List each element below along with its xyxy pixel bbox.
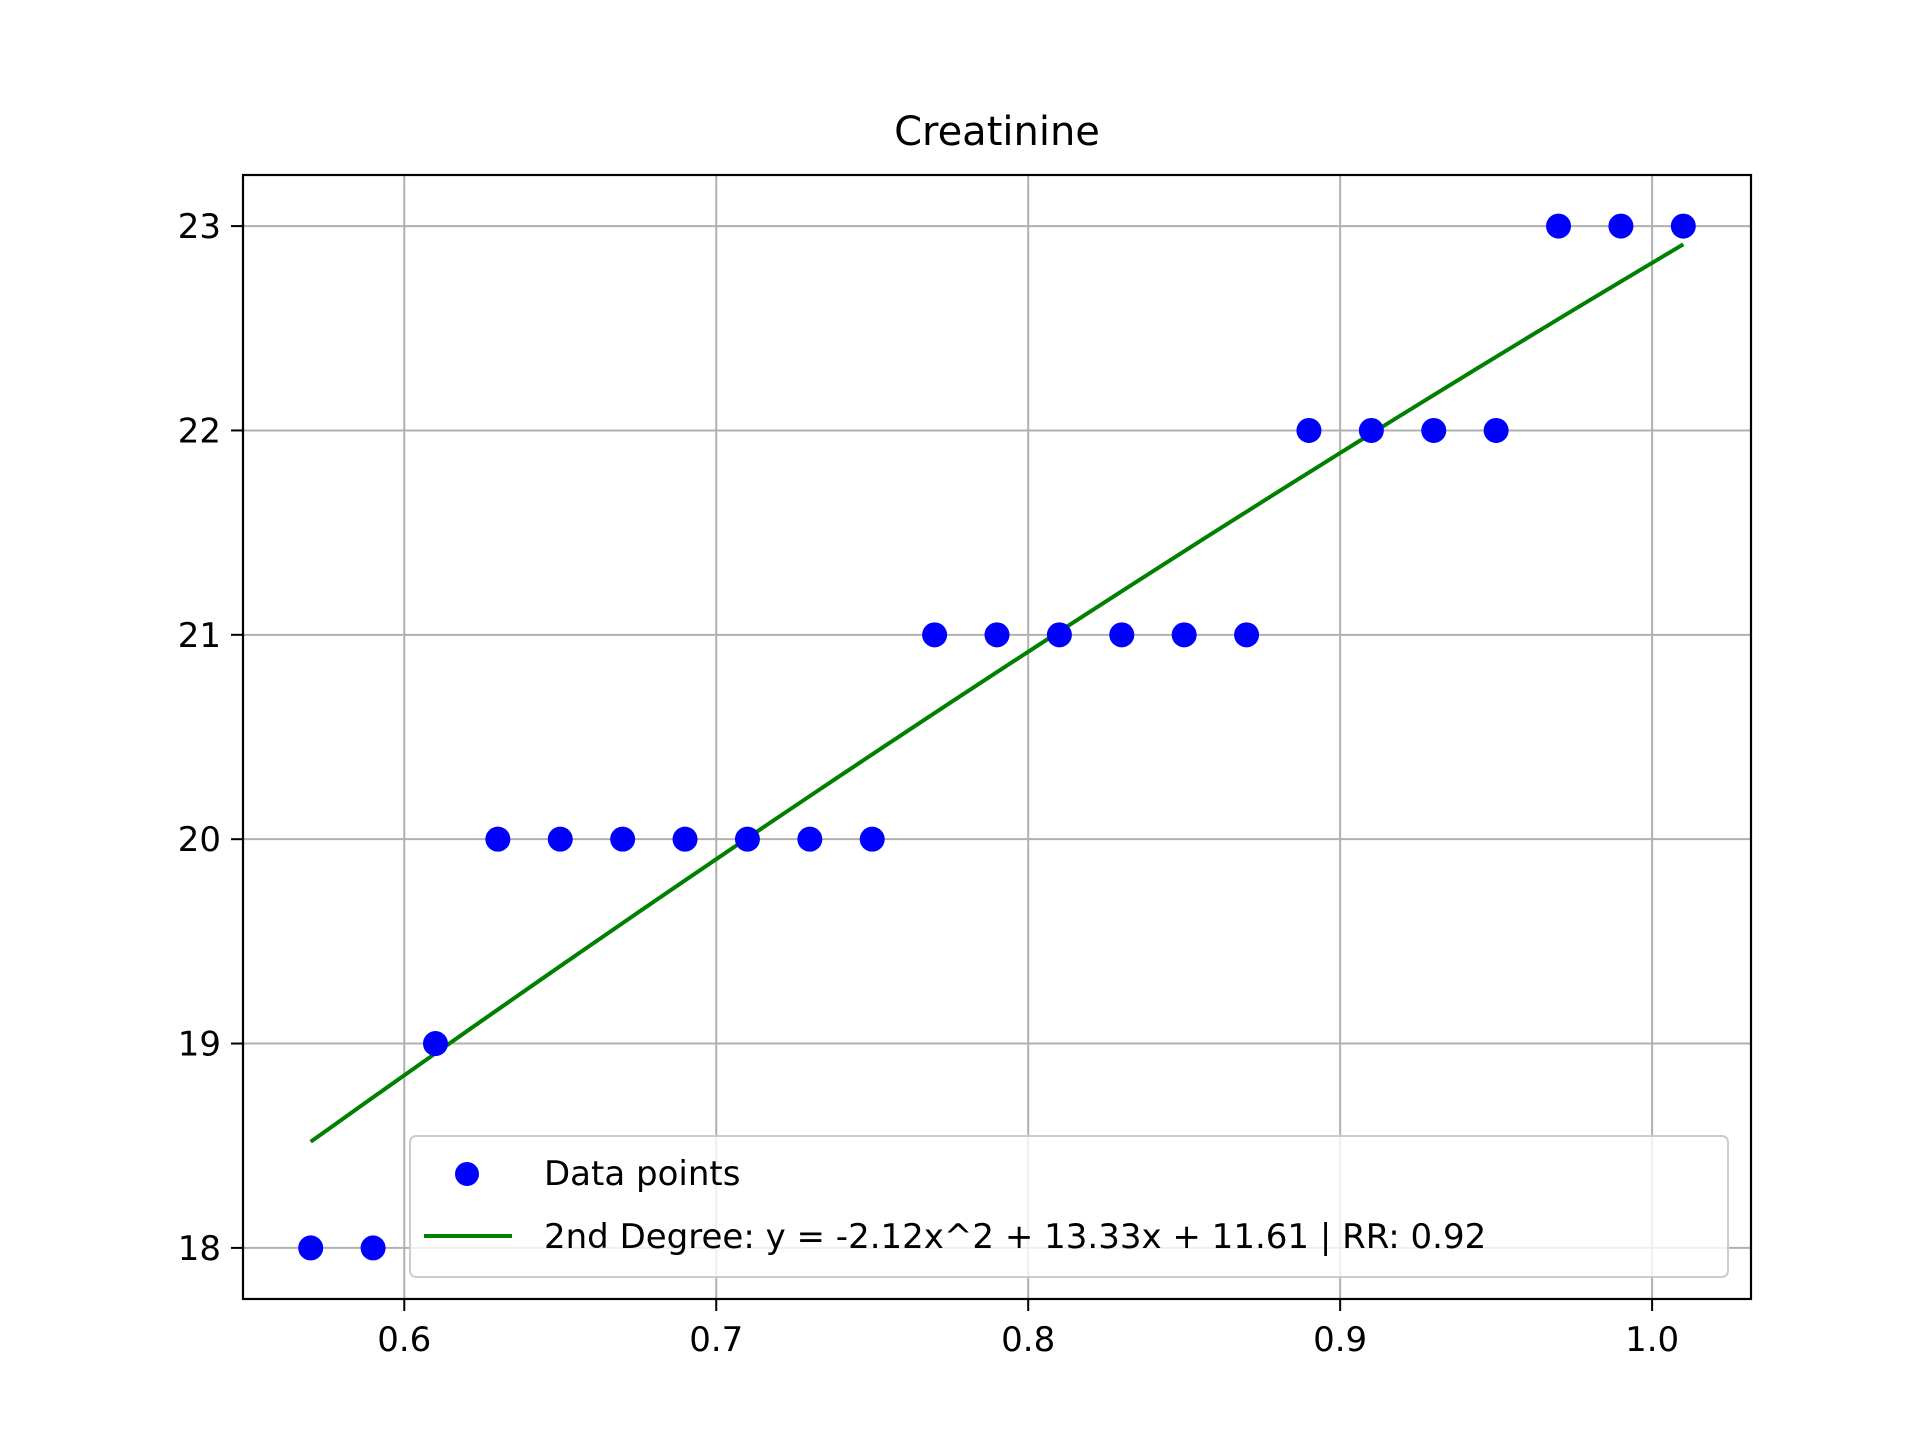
y-tick-label: 21 xyxy=(178,616,221,656)
data-point xyxy=(797,826,823,852)
grid-lines xyxy=(243,175,1751,1299)
data-point xyxy=(734,826,760,852)
fit-line-layer xyxy=(309,242,1685,1144)
legend-marker-data-points xyxy=(455,1162,479,1186)
chart-title: Creatinine xyxy=(894,109,1100,155)
data-point xyxy=(1046,622,1072,648)
y-tick-label: 20 xyxy=(178,820,221,860)
data-point xyxy=(1421,417,1447,443)
x-tick-label: 0.7 xyxy=(689,1320,743,1360)
data-point xyxy=(1358,417,1384,443)
data-point xyxy=(422,1031,448,1057)
x-tick-label: 0.9 xyxy=(1313,1320,1367,1360)
legend-box xyxy=(409,1135,1729,1278)
x-tick-label: 0.8 xyxy=(1001,1320,1055,1360)
data-point xyxy=(984,622,1010,648)
y-tick-label: 23 xyxy=(178,207,221,247)
plot-frame xyxy=(241,173,1753,1301)
data-points-layer xyxy=(298,213,1696,1261)
legend-label-data-points: Data points xyxy=(544,1154,740,1194)
x-tick-label: 1.0 xyxy=(1625,1320,1679,1360)
data-point xyxy=(922,622,948,648)
data-point xyxy=(485,826,511,852)
y-tick-label: 22 xyxy=(178,411,221,451)
data-point xyxy=(672,826,698,852)
fit-line xyxy=(309,242,1685,1144)
y-tick-label: 18 xyxy=(178,1229,221,1269)
data-point xyxy=(360,1235,386,1261)
data-point xyxy=(298,1235,324,1261)
y-axis-ticks: 18 19 20 21 22 23 xyxy=(178,207,243,1269)
data-point xyxy=(610,826,636,852)
data-point xyxy=(1296,417,1322,443)
data-point xyxy=(1171,622,1197,648)
y-tick-label: 19 xyxy=(178,1025,221,1065)
data-point xyxy=(1670,213,1696,239)
data-point xyxy=(1483,417,1509,443)
data-point xyxy=(547,826,573,852)
legend-label-fit-line: 2nd Degree: y = -2.12x^2 + 13.33x + 11.6… xyxy=(544,1217,1486,1257)
x-axis-ticks: 0.6 0.7 0.8 0.9 1.0 xyxy=(377,1299,1679,1360)
x-tick-label: 0.6 xyxy=(377,1320,431,1360)
data-point xyxy=(859,826,885,852)
data-point xyxy=(1546,213,1572,239)
data-point xyxy=(1608,213,1634,239)
data-point xyxy=(1234,622,1260,648)
legend: Data points 2nd Degree: y = -2.12x^2 + 1… xyxy=(409,1135,1729,1278)
data-point xyxy=(1109,622,1135,648)
